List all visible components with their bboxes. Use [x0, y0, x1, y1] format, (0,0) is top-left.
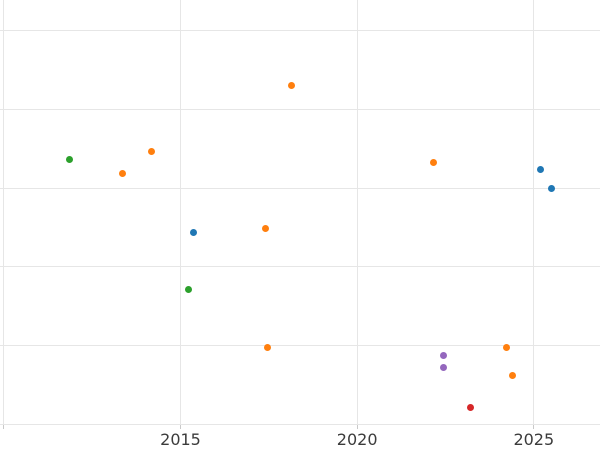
data-point-orange: [429, 159, 437, 167]
data-point-blue: [547, 184, 555, 192]
data-point-orange: [287, 82, 295, 90]
gridline-vertical: [533, 0, 535, 425]
data-point-orange: [263, 343, 271, 351]
x-tick-mark: [3, 424, 5, 429]
x-tick-mark: [533, 424, 535, 429]
data-point-green: [66, 156, 74, 164]
gridline-horizontal: [0, 266, 600, 268]
x-tick-mark: [356, 424, 358, 429]
gridline-vertical: [180, 0, 181, 425]
gridline-horizontal: [0, 30, 600, 31]
data-point-orange: [509, 372, 517, 380]
gridline-vertical: [3, 0, 5, 425]
data-point-red: [467, 403, 475, 411]
data-point-blue: [190, 228, 198, 236]
gridline-horizontal: [0, 345, 600, 347]
data-point-purple: [439, 364, 447, 372]
x-tick-label: 2015: [160, 429, 201, 449]
data-point-blue: [537, 165, 545, 173]
data-point-green: [185, 286, 193, 294]
x-tick-label: 2020: [336, 429, 378, 449]
gridline-horizontal: [0, 108, 600, 110]
x-tick-mark: [180, 424, 181, 429]
data-point-orange: [147, 148, 155, 156]
data-point-orange: [119, 169, 127, 177]
x-tick-label: 2025: [513, 429, 555, 449]
data-point-orange: [503, 343, 511, 351]
x-axis-line: [0, 424, 600, 425]
data-point-orange: [262, 224, 270, 232]
gridline-vertical: [356, 0, 358, 425]
data-point-purple: [439, 352, 447, 360]
gridline-horizontal: [0, 187, 600, 189]
